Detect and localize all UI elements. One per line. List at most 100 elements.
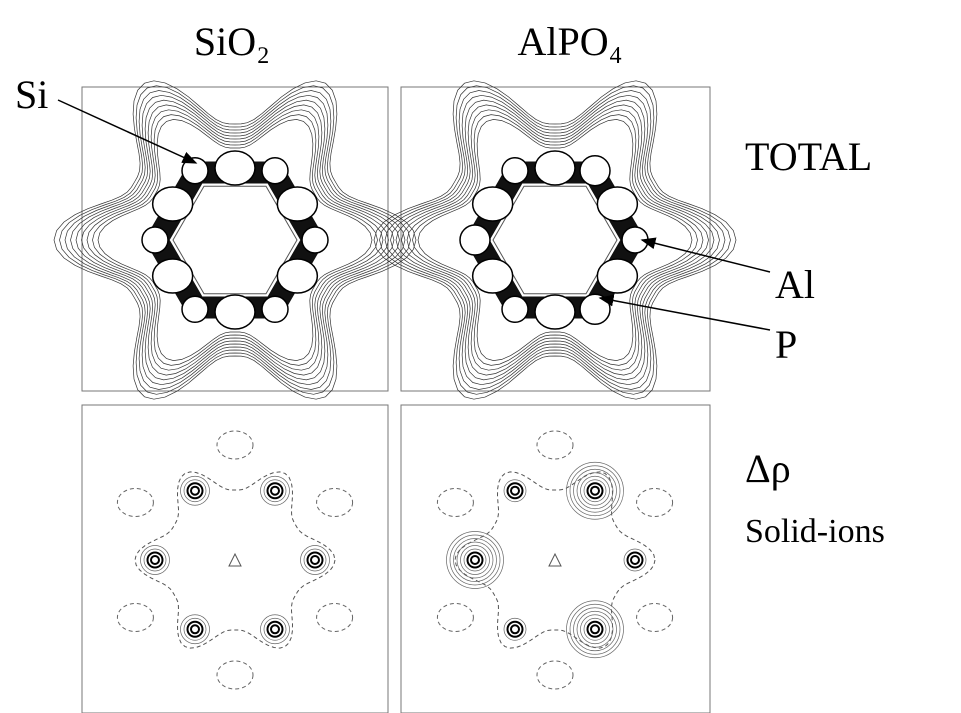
contour — [437, 604, 473, 632]
contour — [271, 487, 279, 495]
contour — [142, 227, 168, 253]
contour — [385, 91, 725, 390]
contour — [591, 625, 599, 633]
contour — [567, 601, 624, 658]
panel-frame — [401, 87, 710, 391]
contour — [188, 622, 203, 637]
contour — [502, 296, 528, 322]
contour — [217, 661, 253, 689]
contour — [262, 296, 288, 322]
contour — [502, 158, 528, 184]
contour — [302, 227, 328, 253]
contour — [454, 539, 497, 582]
contour — [537, 431, 573, 459]
contour — [591, 487, 599, 495]
contour — [181, 615, 210, 644]
atom-label: Si — [15, 72, 48, 117]
contour — [135, 472, 335, 648]
contour — [631, 556, 639, 564]
contour — [54, 81, 416, 399]
contour — [471, 556, 479, 564]
contour — [153, 187, 193, 221]
contour — [188, 483, 203, 498]
contour — [271, 625, 279, 633]
contour — [268, 622, 283, 637]
contour — [461, 546, 490, 575]
contour — [117, 489, 153, 517]
contour — [317, 489, 353, 517]
contour — [468, 553, 483, 568]
contour — [577, 611, 613, 647]
contours — [54, 81, 736, 689]
atom-label: Al — [775, 262, 815, 307]
contour — [597, 187, 637, 221]
contour — [65, 91, 405, 390]
contour — [628, 553, 643, 568]
contour — [261, 615, 290, 644]
contour — [637, 489, 673, 517]
arrow — [58, 100, 196, 163]
panel-frame — [82, 405, 388, 713]
contour — [229, 554, 241, 566]
contour — [535, 295, 575, 329]
contour — [151, 556, 159, 564]
row-title: Δρ — [745, 446, 791, 491]
contour — [407, 110, 703, 370]
contour — [301, 546, 330, 575]
contour — [262, 158, 288, 184]
row-subtitle: Solid-ions — [745, 513, 885, 550]
contour — [153, 259, 193, 293]
contour — [549, 554, 561, 566]
contour — [460, 225, 490, 255]
contour — [455, 472, 655, 648]
contour — [437, 489, 473, 517]
contour — [268, 483, 283, 498]
panel-frame — [401, 405, 710, 713]
contour — [261, 476, 290, 505]
contour — [574, 608, 617, 651]
contour — [311, 556, 319, 564]
contour — [181, 476, 210, 505]
contour — [581, 615, 610, 644]
contour — [402, 105, 709, 375]
figure: SiO₂ AlPO₄ Si TOTAL Al P Δρ Solid-ions — [0, 0, 961, 713]
contour — [473, 187, 513, 221]
contour — [450, 535, 500, 585]
contour — [567, 462, 624, 519]
row-title: TOTAL — [745, 134, 872, 179]
contour — [580, 156, 610, 186]
panels — [82, 87, 710, 713]
contour — [317, 604, 353, 632]
contour — [637, 604, 673, 632]
contour — [511, 487, 519, 495]
contour — [191, 625, 199, 633]
contour — [182, 158, 208, 184]
contour — [82, 105, 389, 375]
contour — [597, 259, 637, 293]
contour — [215, 295, 255, 329]
contour — [588, 622, 603, 637]
atom-label: P — [775, 322, 797, 367]
contour — [581, 476, 610, 505]
contour — [141, 546, 170, 575]
contour — [308, 553, 323, 568]
contour — [191, 487, 199, 495]
contour — [511, 625, 519, 633]
contour — [473, 259, 513, 293]
contour — [117, 604, 153, 632]
contour — [588, 483, 603, 498]
contour — [215, 151, 255, 185]
contour — [182, 296, 208, 322]
contour — [374, 81, 736, 399]
contour — [535, 151, 575, 185]
contour — [277, 187, 317, 221]
contour — [570, 604, 620, 654]
contour — [277, 259, 317, 293]
contour — [148, 553, 163, 568]
contour — [537, 661, 573, 689]
contour — [508, 483, 523, 498]
contour — [380, 86, 731, 395]
contour — [508, 622, 523, 637]
contour — [574, 469, 617, 512]
column-title: SiO₂ — [194, 19, 270, 64]
